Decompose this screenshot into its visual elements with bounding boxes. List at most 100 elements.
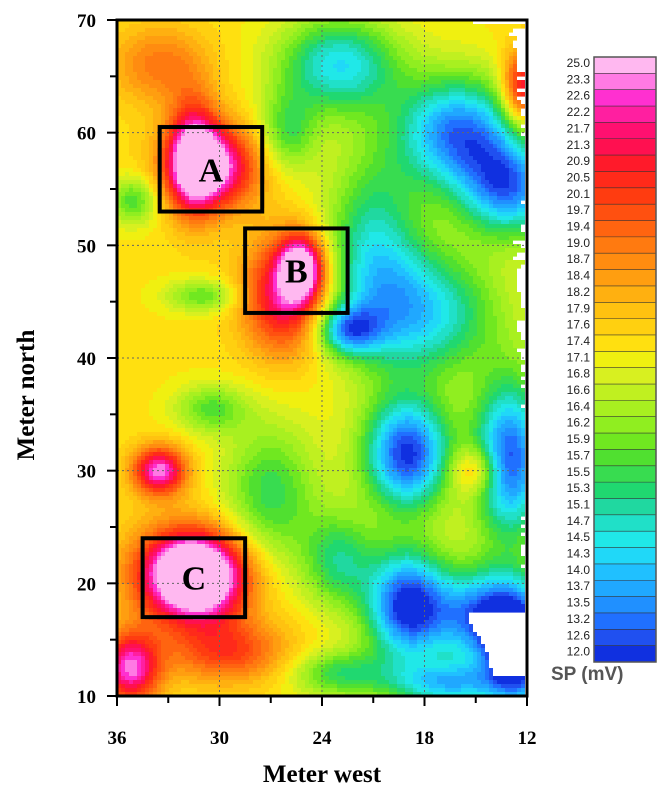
heat-cell (477, 188, 485, 193)
heat-cell (237, 468, 245, 473)
heat-cell (469, 224, 477, 229)
heat-cell (465, 472, 473, 477)
heat-cell (133, 448, 137, 453)
heat-cell (465, 144, 481, 149)
heat-cell (401, 228, 409, 233)
heat-cell (401, 112, 409, 117)
heat-cell (313, 276, 317, 281)
heat-cell (117, 392, 153, 397)
heat-cell (329, 272, 333, 277)
heat-cell (117, 184, 121, 189)
heat-cell (365, 364, 377, 369)
heat-cell (345, 412, 353, 417)
heat-cell (185, 472, 189, 477)
heat-cell (161, 288, 169, 293)
heat-cell (381, 472, 385, 477)
heat-cell (293, 92, 309, 97)
heat-cell (277, 292, 281, 297)
heat-cell (309, 452, 325, 457)
heat-cell (145, 128, 153, 133)
heat-cell (237, 144, 241, 149)
heat-cell (309, 120, 317, 125)
heat-cell (441, 304, 449, 309)
heat-cell (349, 176, 361, 181)
heat-cell (117, 280, 149, 285)
heat-cell (209, 192, 213, 197)
heat-cell (233, 332, 241, 337)
heat-cell (313, 348, 317, 353)
heat-cell (437, 116, 445, 121)
heat-cell (513, 76, 517, 81)
heat-cell (245, 164, 249, 169)
heat-cell (317, 360, 321, 365)
heat-cell (349, 336, 369, 341)
heat-cell (301, 316, 305, 321)
heat-cell (421, 312, 433, 317)
heat-cell (357, 36, 369, 41)
heat-cell (177, 96, 185, 101)
heat-cell (269, 128, 273, 133)
heat-cell (125, 120, 145, 125)
heat-cell (365, 128, 377, 133)
heat-cell (437, 376, 453, 381)
heat-cell (277, 128, 281, 133)
heat-cell (121, 480, 125, 485)
heat-cell (461, 264, 473, 269)
heat-cell (309, 324, 313, 329)
heat-cell (425, 280, 433, 285)
heat-cell (349, 236, 353, 241)
heat-cell (505, 456, 521, 461)
heat-cell (301, 440, 313, 445)
heat-cell (477, 192, 481, 197)
heat-cell (377, 272, 397, 277)
heat-cell (185, 308, 209, 313)
heat-cell (229, 76, 241, 81)
heat-cell (401, 24, 421, 29)
heat-cell (301, 80, 309, 85)
heat-cell (489, 188, 517, 193)
heat-cell (397, 84, 421, 89)
heat-cell (465, 204, 469, 209)
heat-cell (221, 284, 225, 289)
heat-cell (141, 292, 157, 297)
heat-cell (229, 156, 233, 161)
heat-cell (125, 208, 141, 213)
heat-cell (317, 416, 329, 421)
heat-cell (193, 440, 205, 445)
heat-cell (133, 56, 145, 61)
heat-cell (373, 260, 397, 265)
heat-cell (489, 84, 493, 89)
heat-cell (169, 120, 173, 125)
heat-cell (361, 156, 373, 161)
heat-cell (493, 408, 497, 413)
heat-cell (337, 216, 345, 221)
heat-cell (361, 476, 365, 481)
heat-cell (453, 456, 457, 461)
heat-cell (281, 304, 297, 309)
heat-cell (125, 64, 133, 69)
heat-cell (509, 336, 521, 341)
heat-cell (353, 464, 357, 469)
heat-cell (229, 144, 233, 149)
heat-cell (517, 128, 521, 133)
heat-cell (485, 300, 493, 305)
heat-cell (489, 396, 497, 401)
heat-cell (361, 312, 369, 317)
heat-cell (189, 408, 193, 413)
heat-cell (289, 232, 305, 237)
heat-cell (317, 332, 321, 337)
heat-cell (405, 460, 413, 465)
heat-cell (437, 152, 445, 157)
heat-cell (317, 288, 321, 293)
heat-cell (425, 256, 429, 261)
heat-cell (269, 140, 273, 145)
heat-cell (357, 460, 361, 465)
heat-cell (473, 384, 485, 389)
heat-cell (369, 320, 377, 325)
heat-cell (277, 160, 281, 165)
heat-cell (349, 376, 361, 381)
heat-cell (509, 292, 521, 297)
heat-cell (493, 124, 497, 129)
heat-cell (349, 268, 353, 273)
heat-cell (129, 144, 141, 149)
